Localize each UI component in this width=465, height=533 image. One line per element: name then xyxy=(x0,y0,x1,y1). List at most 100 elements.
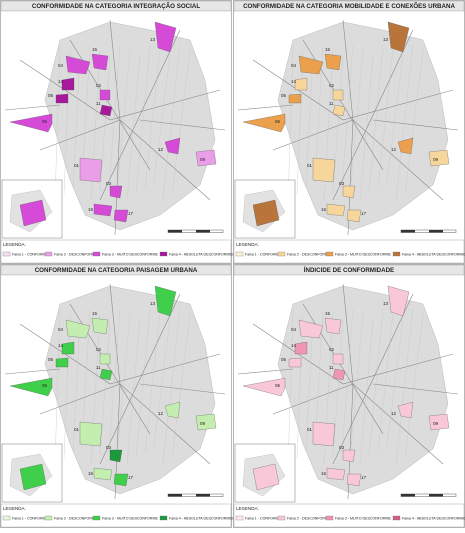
zone-label: 02 xyxy=(329,83,335,88)
zone-label: 16 xyxy=(321,207,327,212)
zone xyxy=(56,94,68,103)
zone-label: 14 xyxy=(291,343,297,348)
legend-entry: Faixa 4 - ABSOLUTA DESCONFORMIDADE xyxy=(169,516,241,520)
panel-title: CONFORMIDADE NA CATEGORIA INTEGRAÇÃO SOC… xyxy=(32,3,200,10)
zone-label: 02 xyxy=(329,347,335,352)
scale-bar-part xyxy=(196,230,210,233)
zone xyxy=(325,54,341,70)
zone xyxy=(295,342,307,354)
legend-title: LEGENDA: xyxy=(3,242,26,247)
zone xyxy=(110,186,122,198)
zone xyxy=(110,450,122,462)
zone-label: 09 xyxy=(433,421,439,426)
zone-label: 11 xyxy=(96,101,101,106)
legend-entry: Faixa 2 - DESCONFORME xyxy=(54,516,98,520)
legend-swatch xyxy=(236,252,243,256)
zone-label: 03 xyxy=(106,445,112,450)
zone-label: 16 xyxy=(88,471,94,476)
scale-bar-part xyxy=(429,494,443,497)
scale-bar-part xyxy=(401,230,415,233)
zone xyxy=(196,150,216,166)
zone-label: 09 xyxy=(433,157,439,162)
legend-title: LEGENDA: xyxy=(236,506,259,511)
zone-label: 01 xyxy=(307,163,313,168)
zone xyxy=(429,150,449,166)
zone-label: 01 xyxy=(307,427,313,432)
legend-swatch xyxy=(160,516,167,520)
zone xyxy=(347,210,361,222)
zone-label: 16 xyxy=(321,471,327,476)
zone-label: 13 xyxy=(150,37,156,42)
zone-label: 06 xyxy=(275,119,281,124)
legend-entry: Faixa 3 - MUITO DESCONFORME xyxy=(102,516,158,520)
zone-label: 09 xyxy=(200,421,206,426)
zone xyxy=(196,414,216,430)
zone-label: 12 xyxy=(391,411,397,416)
legend-swatch xyxy=(160,252,167,256)
legend-swatch xyxy=(326,252,333,256)
legend-swatch xyxy=(326,516,333,520)
map-panel: ÍNDICIDE DE CONFORMIDADE1315041405020611… xyxy=(234,265,465,528)
zone xyxy=(333,369,345,380)
zone xyxy=(56,358,68,367)
zone xyxy=(347,474,361,486)
legend-swatch xyxy=(278,252,285,256)
zone-label: 01 xyxy=(74,427,80,432)
legend-swatch xyxy=(93,516,100,520)
zone-label: 04 xyxy=(58,63,64,68)
map-panel: CONFORMIDADE NA CATEGORIA INTEGRAÇÃO SOC… xyxy=(1,1,242,264)
legend-swatch xyxy=(393,516,400,520)
zone-label: 02 xyxy=(96,83,102,88)
map-panel: CONFORMIDADE NA CATEGORIA MOBILIDADE E C… xyxy=(234,1,465,264)
zone xyxy=(100,369,112,380)
legend-swatch xyxy=(278,516,285,520)
zone-label: 17 xyxy=(128,475,134,480)
zone xyxy=(80,422,102,446)
zone-label: 17 xyxy=(361,475,367,480)
zone-label: 05 xyxy=(281,93,287,98)
zone xyxy=(289,94,301,103)
zone xyxy=(333,105,345,116)
scale-bar-part xyxy=(168,230,182,233)
zone-label: 03 xyxy=(339,181,345,186)
zone-label: 04 xyxy=(291,327,297,332)
zone-label: 15 xyxy=(325,311,331,316)
zone-label: 16 xyxy=(88,207,94,212)
zone-label: 03 xyxy=(106,181,112,186)
zone-label: 15 xyxy=(92,311,98,316)
zone xyxy=(333,90,343,100)
scale-bar-part xyxy=(401,494,415,497)
panel-title: CONFORMIDADE NA CATEGORIA PAISAGEM URBAN… xyxy=(35,267,198,274)
legend-entry: Faixa 2 - DESCONFORME xyxy=(54,252,98,256)
legend-entry: Faixa 4 - ABSOLUTA DESCONFORMIDADE xyxy=(402,252,465,256)
zone xyxy=(343,186,355,198)
zone xyxy=(80,158,102,182)
panel-title: CONFORMIDADE NA CATEGORIA MOBILIDADE E C… xyxy=(243,3,455,10)
zone-label: 13 xyxy=(383,301,389,306)
zone xyxy=(94,204,112,216)
scale-bar-part xyxy=(168,494,182,497)
map-panel: CONFORMIDADE NA CATEGORIA PAISAGEM URBAN… xyxy=(1,265,242,528)
zone-label: 05 xyxy=(281,357,287,362)
zone xyxy=(325,318,341,334)
zone xyxy=(114,210,128,222)
zone xyxy=(327,204,345,216)
zone-label: 17 xyxy=(361,211,367,216)
legend-swatch xyxy=(93,252,100,256)
zone-label: 01 xyxy=(74,163,80,168)
zone xyxy=(313,158,335,182)
zone xyxy=(313,422,335,446)
zone xyxy=(94,468,112,480)
legend-title: LEGENDA: xyxy=(3,506,26,511)
zone-label: 15 xyxy=(92,47,98,52)
zone-label: 12 xyxy=(158,411,164,416)
legend-swatch xyxy=(45,252,52,256)
zone xyxy=(100,90,110,100)
legend-swatch xyxy=(3,252,10,256)
legend-swatch xyxy=(45,516,52,520)
zone-label: 14 xyxy=(58,79,64,84)
zone xyxy=(343,450,355,462)
zone-label: 04 xyxy=(291,63,297,68)
legend-entry: Faixa 1 - CONFORME xyxy=(12,252,49,256)
legend-swatch xyxy=(3,516,10,520)
